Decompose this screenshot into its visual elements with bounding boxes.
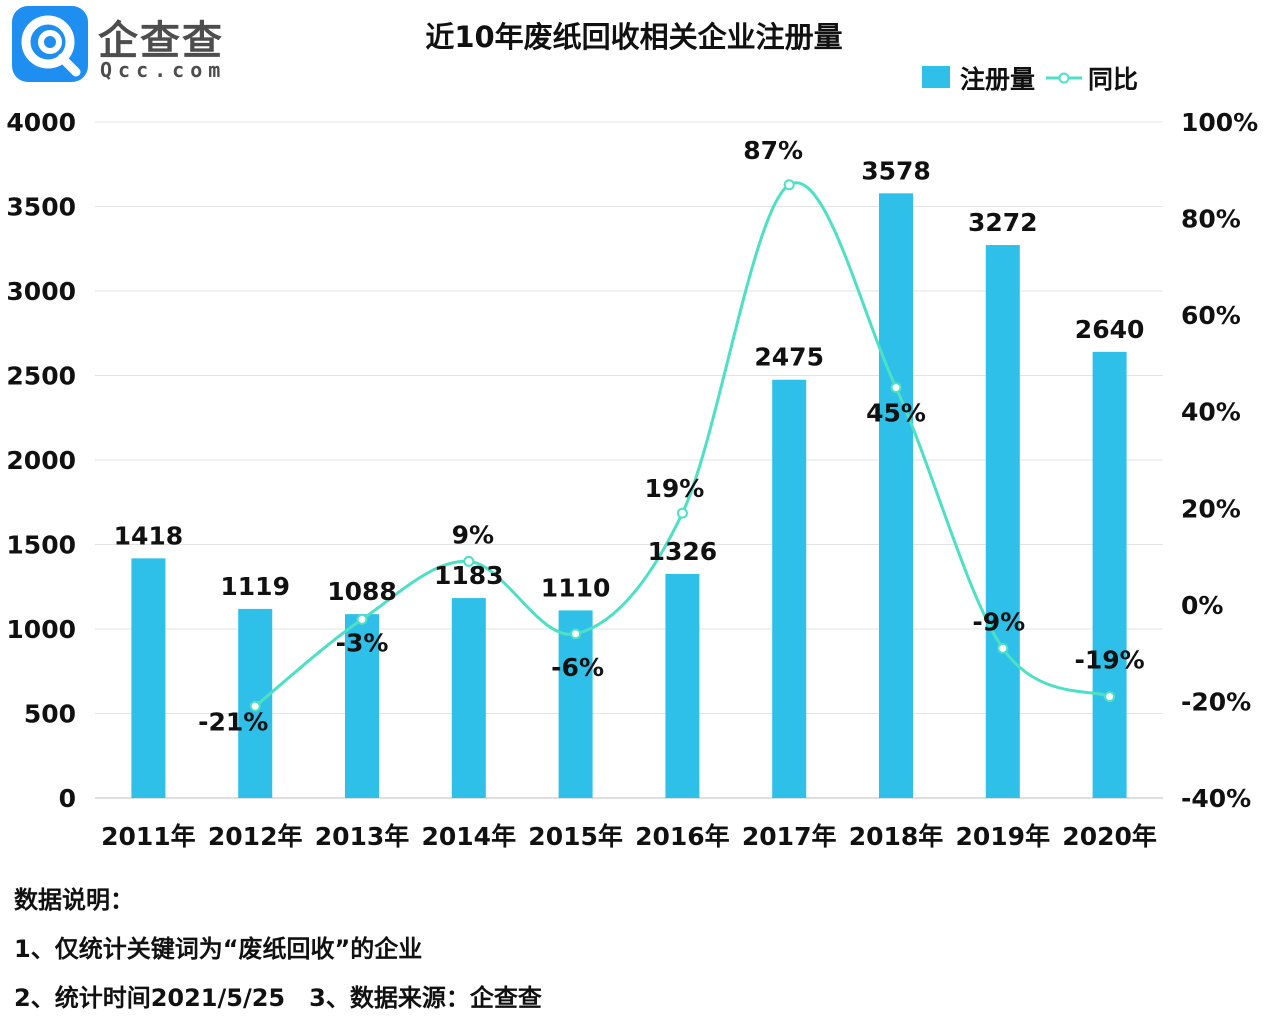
- bar: [451, 598, 486, 798]
- y-right-tick-label: 100%: [1181, 108, 1258, 137]
- bar-value-label: 1326: [648, 537, 718, 566]
- x-tick-label: 2015年: [528, 822, 623, 851]
- legend: 注册量 同比: [922, 65, 1138, 94]
- notes-line-1: 1、仅统计关键词为“废纸回收”的企业: [14, 935, 423, 963]
- y-left-tick-label: 500: [24, 700, 76, 729]
- gridlines: [95, 121, 1163, 799]
- y-right-tick-label: 0%: [1181, 591, 1223, 620]
- line-point: [997, 642, 1009, 654]
- qcc-logo-icon: [12, 6, 88, 82]
- x-tick-label: 2019年: [956, 822, 1051, 851]
- line-series: [249, 179, 1116, 712]
- line-value-label: 45%: [866, 399, 926, 428]
- y-left-tick-label: 4000: [6, 108, 76, 137]
- notes-line-2: 2、统计时间2021/5/25 3、数据来源：企查查: [14, 984, 542, 1012]
- bar: [131, 558, 166, 798]
- bar-value-label: 2475: [754, 343, 824, 372]
- y-left-tick-label: 1000: [6, 615, 76, 644]
- bar-value-label: 3272: [968, 208, 1038, 237]
- y-right-tick-label: -40%: [1181, 784, 1251, 813]
- x-tick-label: 2016年: [635, 822, 730, 851]
- line-value-label: 19%: [644, 474, 704, 503]
- y-left-tick-label: 2500: [6, 362, 76, 391]
- bar-series: [131, 193, 1127, 799]
- bar-value-label: 1110: [541, 573, 611, 602]
- line-value-label: -19%: [1074, 646, 1144, 675]
- bar-value-label: 1183: [434, 561, 504, 590]
- bar: [879, 193, 913, 798]
- axes: 0 500 1000 1500 2000 2500 3000 3500 4000 -40% -20%…: [6, 108, 1258, 851]
- line-point: [356, 613, 368, 625]
- bar: [345, 614, 379, 798]
- chart-title: 近10年废纸回收相关企业注册量: [425, 20, 843, 54]
- legend-marker: [1058, 72, 1070, 84]
- line-point: [1104, 691, 1116, 703]
- x-tick-label: 2014年: [422, 822, 517, 851]
- x-tick-label: 2011年: [101, 822, 196, 851]
- bar: [985, 245, 1020, 799]
- legend-label-line: 同比: [1088, 65, 1138, 94]
- y-left-tick-label: 3500: [6, 193, 76, 222]
- x-tick-label: 2012年: [208, 822, 303, 851]
- x-tick-label: 2020年: [1062, 822, 1157, 851]
- line-point: [676, 507, 688, 519]
- line-value-label: 9%: [452, 520, 494, 549]
- y-right-tick-label: 40%: [1181, 398, 1241, 427]
- legend-swatch-bar: [922, 66, 950, 88]
- bar-value-label: 1119: [220, 572, 290, 601]
- line-value-label: -6%: [551, 653, 604, 682]
- logo: 企查查 Qcc.com: [12, 6, 252, 86]
- y-left-tick-label: 3000: [6, 277, 76, 306]
- y-left-tick-label: 1500: [6, 531, 76, 560]
- line-point: [570, 628, 582, 640]
- y-right-tick-label: 80%: [1181, 205, 1241, 234]
- y-left-tick-label: 0: [59, 784, 76, 813]
- y-right-tick-label: 60%: [1181, 301, 1241, 330]
- legend-label-bar: 注册量: [960, 65, 1035, 94]
- line-point: [890, 382, 902, 394]
- notes-heading: 数据说明：: [14, 886, 134, 914]
- bar: [1092, 351, 1127, 798]
- line-value-label: -9%: [972, 607, 1025, 636]
- bar: [772, 379, 807, 798]
- line-point: [463, 555, 475, 567]
- logo-domain-text: Qcc.com: [100, 58, 227, 82]
- bar-value-label: 3578: [861, 156, 931, 185]
- bar-value-label: 1088: [327, 577, 397, 606]
- y-right-tick-label: -20%: [1181, 687, 1251, 716]
- bar-value-label: 1418: [114, 521, 184, 550]
- yoy-line: [254, 181, 1111, 708]
- line-value-label: -3%: [336, 628, 389, 657]
- line-point: [249, 700, 261, 712]
- line-value-label: 87%: [743, 136, 803, 165]
- logo-brand-text: 企查查: [98, 18, 224, 64]
- y-right-tick-label: 20%: [1181, 494, 1241, 523]
- bar: [558, 610, 593, 798]
- x-tick-label: 2013年: [315, 822, 410, 851]
- bar-value-label: 2640: [1075, 315, 1145, 344]
- x-tick-label: 2017年: [742, 822, 837, 851]
- line-point: [783, 179, 795, 191]
- data-labels: 1418 1119 1088 1183 1110 1326 2475 3578 3272 2640…: [114, 136, 1145, 736]
- bar: [665, 573, 700, 798]
- y-left-tick-label: 2000: [6, 446, 76, 475]
- x-tick-label: 2018年: [849, 822, 944, 851]
- line-value-label: -21%: [198, 707, 268, 736]
